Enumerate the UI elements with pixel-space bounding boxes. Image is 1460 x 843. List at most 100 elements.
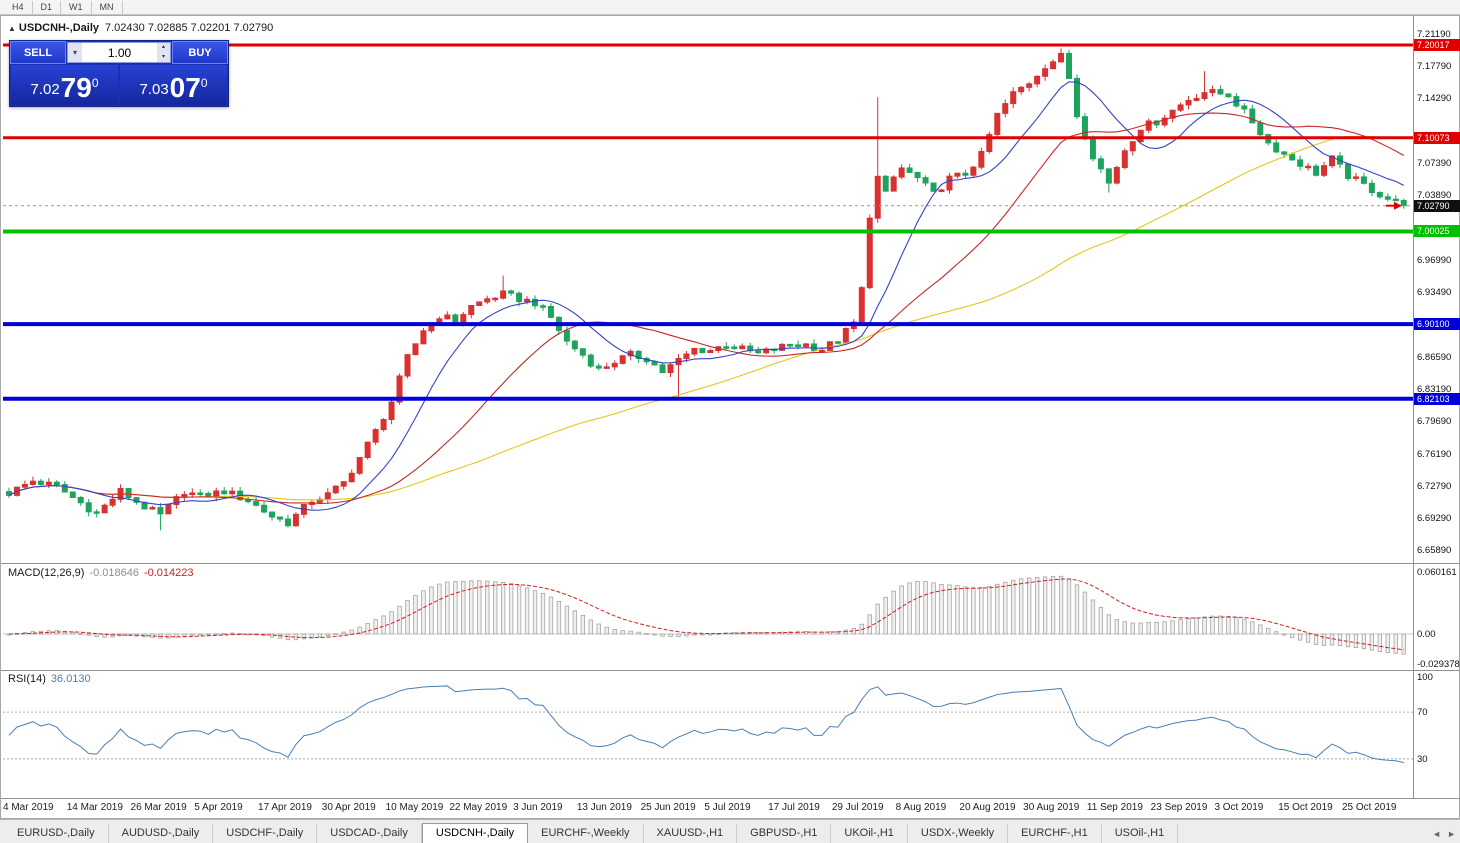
tab-eurchf-h1[interactable]: EURCHF-,H1 — [1008, 824, 1102, 843]
tab-usdchf-daily[interactable]: USDCHF-,Daily — [213, 824, 318, 843]
chart-tab-bar: EURUSD-,Daily AUDUSD-,Daily USDCHF-,Daily U… — [0, 819, 1460, 843]
rsi-indicator-label: RSI(14) 36.0130 — [8, 673, 91, 685]
chart-surface[interactable] — [1, 16, 1460, 820]
timeframe-toolbar: H4 D1 W1 MN — [0, 0, 1460, 15]
macd-pane — [6, 575, 1406, 655]
date-label: 23 Sep 2019 — [1150, 802, 1208, 813]
macd-axis-tick: -0.029378 — [1417, 659, 1460, 671]
price-axis-tick: 6.79690 — [1417, 416, 1452, 428]
price-badge-7.00025: 7.00025 — [1414, 225, 1460, 238]
date-label: 17 Jul 2019 — [768, 802, 820, 813]
timeframe-button-w1[interactable]: W1 — [61, 0, 92, 14]
tab-audusd-daily[interactable]: AUDUSD-,Daily — [109, 824, 214, 843]
date-label: 3 Oct 2019 — [1214, 802, 1264, 813]
date-label: 20 Aug 2019 — [959, 802, 1016, 813]
macd-axis-tick: 0.060161 — [1417, 567, 1457, 579]
chart-symbol-label: USDCNH-,Daily — [18, 22, 99, 34]
price-badge-6.90100: 6.90100 — [1414, 318, 1460, 331]
tab-gbpusd-h1[interactable]: GBPUSD-,H1 — [737, 824, 832, 843]
macd-name: MACD(12,26,9) — [8, 567, 85, 579]
sell-arrow-icon — [1386, 201, 1402, 210]
tab-usoil-h1[interactable]: USOil-,H1 — [1102, 824, 1179, 843]
macd-axis-tick: 0.00 — [1417, 629, 1436, 640]
one-click-trading-panel: SELL ▾ ▴ ▾ BUY 7.02 79 0 7 — [9, 40, 229, 107]
sell-button[interactable]: SELL — [10, 41, 66, 64]
rsi-axis-tick: 100 — [1417, 672, 1433, 683]
price-axis-tick: 6.86590 — [1417, 351, 1452, 363]
tab-scroll-left-icon[interactable]: ◄ — [1432, 829, 1442, 839]
price-axis-tick: 6.65890 — [1417, 545, 1452, 556]
price-axis-tick: 7.17790 — [1417, 60, 1452, 72]
buy-price-point: 0 — [200, 76, 208, 90]
pane-grid — [1, 16, 1460, 799]
date-label: 17 Apr 2019 — [258, 802, 312, 813]
sell-price-big: 7.02 — [30, 81, 60, 98]
date-label: 11 Sep 2019 — [1086, 802, 1143, 813]
date-label: 29 Jul 2019 — [831, 802, 884, 813]
price-axis-tick: 7.03890 — [1417, 190, 1452, 202]
buy-price-display[interactable]: 7.03 07 0 — [120, 65, 227, 105]
tab-ukoil-h1[interactable]: UKOil-,H1 — [831, 824, 908, 843]
price-axis-tick: 6.96990 — [1417, 254, 1452, 266]
tab-usdcnh-daily[interactable]: USDCNH-,Daily — [421, 823, 529, 843]
tab-usdx-weekly[interactable]: USDX-,Weekly — [908, 824, 1009, 843]
date-label: 15 Oct 2019 — [1278, 802, 1333, 813]
date-label: 25 Oct 2019 — [1341, 802, 1397, 813]
date-label: 5 Apr 2019 — [194, 802, 243, 813]
sell-price-point: 0 — [91, 76, 99, 90]
volume-spinner[interactable]: ▴ ▾ — [157, 43, 170, 62]
tab-eurchf-weekly[interactable]: EURCHF-,Weekly — [528, 824, 644, 843]
price-axis-tick: 6.72790 — [1417, 480, 1452, 492]
price-axis-tick: 6.69290 — [1417, 513, 1452, 525]
date-label: 13 Jun 2019 — [576, 802, 632, 813]
chart-title: ▲ USDCNH-,Daily 7.02430 7.02885 7.02201 7.… — [8, 22, 273, 34]
spinner-down-icon[interactable]: ▾ — [161, 53, 165, 60]
date-label: 26 Mar 2019 — [130, 802, 187, 813]
price-badge-6.82103: 6.82103 — [1414, 392, 1460, 405]
date-label: 25 Jun 2019 — [640, 802, 696, 813]
title-marker-icon: ▲ — [8, 24, 16, 33]
price-axis-tick: 6.76190 — [1417, 448, 1452, 460]
spinner-up-icon[interactable]: ▴ — [161, 44, 165, 50]
buy-price-big: 7.03 — [139, 81, 169, 98]
price-axis-tick: 7.21190 — [1417, 29, 1451, 40]
tab-scroll-right-icon[interactable]: ► — [1447, 829, 1456, 839]
date-label: 30 Aug 2019 — [1023, 802, 1080, 813]
date-label: 3 Jun 2019 — [513, 802, 563, 813]
price-badge-7.02790: 7.02790 — [1414, 199, 1460, 212]
price-axis-tick: 6.83190 — [1417, 383, 1452, 395]
horizontal-lines[interactable] — [3, 43, 1413, 401]
sell-price-pips: 79 — [60, 72, 92, 103]
date-label: 5 Jul 2019 — [704, 802, 751, 813]
buy-price-pips: 07 — [169, 72, 201, 103]
tab-eurusd-daily[interactable]: EURUSD-,Daily — [4, 824, 109, 843]
volume-dropdown-icon[interactable]: ▾ — [68, 43, 82, 62]
price-axis-tick: 7.14290 — [1417, 93, 1452, 105]
tab-usdcad-daily[interactable]: USDCAD-,Daily — [317, 824, 422, 843]
price-axis-tick: 6.93490 — [1417, 287, 1452, 299]
volume-input[interactable] — [82, 43, 157, 62]
buy-button[interactable]: BUY — [172, 41, 228, 64]
date-label: 4 Mar 2019 — [3, 802, 54, 813]
macd-main-value: -0.018646 — [89, 567, 139, 579]
date-label: 14 Mar 2019 — [66, 802, 123, 813]
timeframe-button-mn[interactable]: MN — [92, 0, 123, 14]
timeframe-button-h4[interactable]: H4 — [4, 0, 33, 14]
macd-indicator-label: MACD(12,26,9) -0.018646 -0.014223 — [8, 567, 194, 579]
rsi-name: RSI(14) — [8, 673, 46, 685]
rsi-axis-tick: 30 — [1417, 753, 1428, 765]
timeframe-button-d1[interactable]: D1 — [33, 0, 62, 14]
rsi-pane — [8, 685, 1404, 764]
sell-price-display[interactable]: 7.02 79 0 — [11, 65, 118, 105]
rsi-axis-tick: 70 — [1417, 707, 1428, 719]
time-axis: 4 Mar 2019 14 Mar 2019 26 Mar 2019 5 Apr 20… — [1, 798, 1413, 820]
price-badge-7.10073: 7.10073 — [1414, 131, 1460, 144]
price-axis: 7.21190 7.17790 7.14290 7.07390 7.03890 6.969… — [1413, 16, 1460, 798]
chart-ohlc-values: 7.02430 7.02885 7.02201 7.02790 — [105, 22, 274, 34]
date-label: 30 Apr 2019 — [321, 802, 376, 813]
volume-control: ▾ ▴ ▾ — [67, 42, 171, 63]
tab-xauusd-h1[interactable]: XAUUSD-,H1 — [644, 824, 738, 843]
price-axis-tick: 7.07390 — [1417, 157, 1452, 169]
date-label: 10 May 2019 — [385, 802, 444, 813]
